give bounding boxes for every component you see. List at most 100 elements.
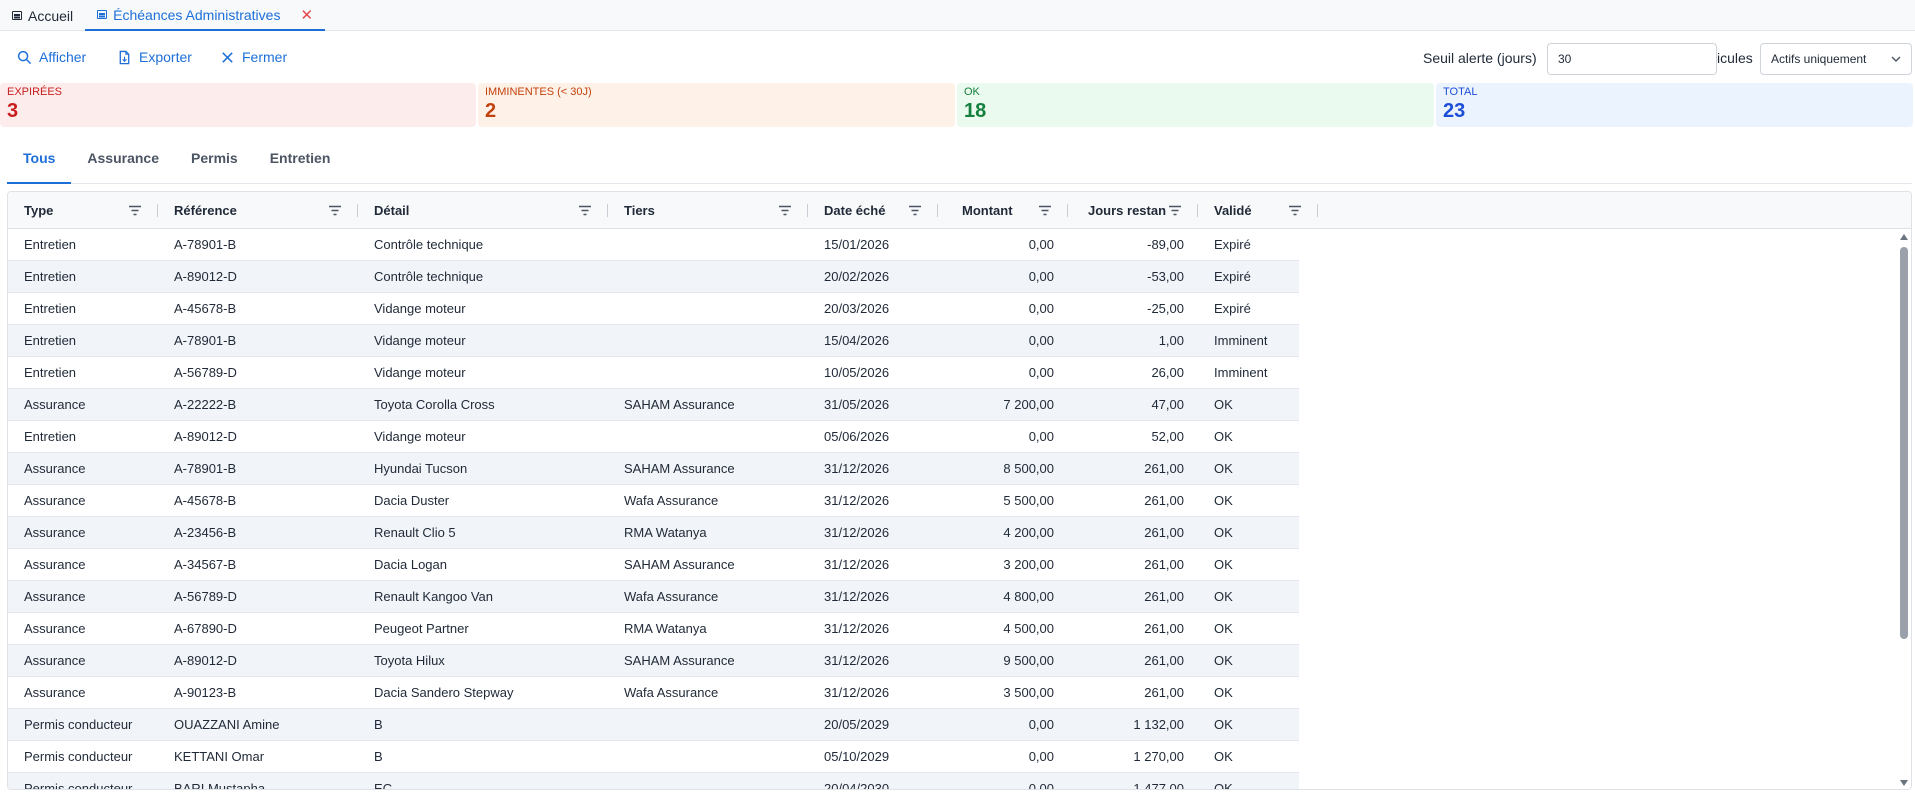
seuil-alerte-input[interactable] <box>1547 43 1717 75</box>
vehicules-selected-value: Actifs uniquement <box>1771 52 1867 66</box>
scroll-down-arrow[interactable] <box>1900 780 1908 786</box>
close-icon[interactable]: ✕ <box>300 6 314 24</box>
table-row[interactable]: Assurance A-67890-D Peugeot Partner RMA Wat… <box>8 613 1299 645</box>
cell-reference: A-78901-B <box>174 237 237 252</box>
tab-echeances[interactable]: Échéances Administratives ✕ <box>85 0 326 31</box>
cell-date-echeance: 20/05/2029 <box>824 717 890 732</box>
table-row[interactable]: Entretien A-89012-D Vidange moteur 05/06/20… <box>8 421 1299 453</box>
tab-entretien[interactable]: Entretien <box>269 150 331 166</box>
cell-valide: Expiré <box>1214 301 1251 316</box>
table-row[interactable]: Permis conducteur OUAZZANI Amine B 20/05/20… <box>8 709 1299 741</box>
column-resize-handle[interactable] <box>807 204 808 217</box>
column-header-montant[interactable]: Montant <box>938 192 1068 229</box>
column-header-label: Détail <box>374 203 410 218</box>
cell-tiers: RMA Watanya <box>624 525 707 540</box>
cell-date-echeance: 31/12/2026 <box>824 525 890 540</box>
column-header-date-echeance[interactable]: Date échéa… <box>808 192 938 229</box>
cell-jours-restants: 1 270,00 <box>1133 749 1184 764</box>
filter-icon[interactable] <box>328 205 342 216</box>
table-row[interactable]: Assurance A-90123-B Dacia Sandero Stepway W… <box>8 677 1299 709</box>
scroll-thumb[interactable] <box>1900 247 1908 639</box>
cell-reference: A-78901-B <box>174 461 237 476</box>
table-row[interactable]: Entretien A-78901-B Vidange moteur 15/04/20… <box>8 325 1299 357</box>
cell-jours-restants: 52,00 <box>1151 429 1184 444</box>
table-row[interactable]: Entretien A-56789-D Vidange moteur 10/05/20… <box>8 357 1299 389</box>
column-resize-handle[interactable] <box>1317 204 1318 217</box>
afficher-button[interactable]: Afficher <box>17 49 86 65</box>
cell-type: Entretien <box>24 365 77 380</box>
table-row[interactable]: Entretien A-78901-B Contrôle technique 15/0… <box>8 229 1299 261</box>
tab-accueil[interactable]: Accueil <box>0 0 85 31</box>
cell-valide: OK <box>1214 749 1233 764</box>
tab-bar: Accueil Échéances Administratives ✕ <box>0 0 1915 31</box>
column-resize-handle[interactable] <box>937 204 938 217</box>
cell-reference: A-23456-B <box>174 525 237 540</box>
column-resize-handle[interactable] <box>1067 204 1068 217</box>
column-header-valide[interactable]: Validé <box>1198 192 1318 229</box>
cell-montant: 0,00 <box>1028 749 1054 764</box>
cell-detail: Toyota Hilux <box>374 653 445 668</box>
column-header-jours-restants[interactable]: Jours restants <box>1068 192 1198 229</box>
table-row[interactable]: Entretien A-45678-B Vidange moteur 20/03/20… <box>8 293 1299 325</box>
filter-icon[interactable] <box>578 205 592 216</box>
vertical-scrollbar[interactable] <box>1897 229 1911 789</box>
seuil-alerte-label: Seuil alerte (jours) <box>1423 50 1537 66</box>
column-header-type[interactable]: Type <box>8 192 158 229</box>
column-header-detail[interactable]: Détail <box>358 192 608 229</box>
column-resize-handle[interactable] <box>357 204 358 217</box>
cell-reference: A-56789-D <box>174 365 237 380</box>
cell-jours-restants: 47,00 <box>1151 397 1184 412</box>
table-row[interactable]: Permis conducteur BARI Mustapha EC 20/04/20… <box>8 773 1299 789</box>
column-resize-handle[interactable] <box>157 204 158 217</box>
table-row[interactable]: Permis conducteur KETTANI Omar B 05/10/2029… <box>8 741 1299 773</box>
table-row[interactable]: Assurance A-23456-B Renault Clio 5 RMA Wata… <box>8 517 1299 549</box>
cell-tiers: Wafa Assurance <box>624 589 719 604</box>
cell-date-echeance: 31/12/2026 <box>824 653 890 668</box>
cell-jours-restants: -25,00 <box>1147 301 1184 316</box>
table-row[interactable]: Assurance A-34567-B Dacia Logan SAHAM Assur… <box>8 549 1299 581</box>
cell-date-echeance: 31/12/2026 <box>824 557 890 572</box>
cell-jours-restants: 26,00 <box>1151 365 1184 380</box>
cell-date-echeance: 31/12/2026 <box>824 621 890 636</box>
table-row[interactable]: Assurance A-89012-D Toyota Hilux SAHAM Assu… <box>8 645 1299 677</box>
cell-montant: 0,00 <box>1028 333 1054 348</box>
cell-date-echeance: 15/01/2026 <box>824 237 890 252</box>
exporter-button[interactable]: Exporter <box>117 49 192 65</box>
filter-icon[interactable] <box>778 205 792 216</box>
tab-tous[interactable]: Tous <box>7 140 72 184</box>
cell-reference: A-78901-B <box>174 333 237 348</box>
cell-type: Permis conducteur <box>24 717 133 732</box>
column-header-label: Tiers <box>624 203 655 218</box>
cell-montant: 0,00 <box>1028 429 1054 444</box>
scroll-up-arrow[interactable] <box>1900 234 1908 240</box>
cell-montant: 5 500,00 <box>1003 493 1054 508</box>
table-row[interactable]: Assurance A-56789-D Renault Kangoo Van Wafa… <box>8 581 1299 613</box>
fermer-button[interactable]: Fermer <box>220 49 287 65</box>
table-row[interactable]: Assurance A-78901-B Hyundai Tucson SAHAM As… <box>8 453 1299 485</box>
tab-assurance[interactable]: Assurance <box>87 150 159 166</box>
vehicules-select[interactable]: Actifs uniquement <box>1760 43 1912 75</box>
column-header-reference[interactable]: Référence <box>158 192 358 229</box>
column-header-tiers[interactable]: Tiers <box>608 192 808 229</box>
cell-type: Assurance <box>24 653 86 668</box>
cell-tiers <box>624 325 808 356</box>
cell-tiers: SAHAM Assurance <box>624 461 735 476</box>
filter-icon[interactable] <box>908 205 922 216</box>
grid-header: Type Référence Détail Tiers Date échéa… Monta… <box>8 192 1911 229</box>
column-resize-handle[interactable] <box>607 204 608 217</box>
filter-icon[interactable] <box>1288 205 1302 216</box>
table-row[interactable]: Assurance A-45678-B Dacia Duster Wafa Assur… <box>8 485 1299 517</box>
tab-permis[interactable]: Permis <box>191 150 238 166</box>
filter-icon[interactable] <box>1168 205 1182 216</box>
table-row[interactable]: Assurance A-22222-B Toyota Corolla Cross SA… <box>8 389 1299 421</box>
table-row[interactable]: Entretien A-89012-D Contrôle technique 20/0… <box>8 261 1299 293</box>
filter-icon[interactable] <box>128 205 142 216</box>
cell-valide: OK <box>1214 557 1233 572</box>
cell-date-echeance: 31/12/2026 <box>824 589 890 604</box>
cell-date-echeance: 05/06/2026 <box>824 429 890 444</box>
column-resize-handle[interactable] <box>1197 204 1198 217</box>
cell-tiers <box>624 229 808 260</box>
cell-tiers <box>624 709 808 740</box>
cell-date-echeance: 20/02/2026 <box>824 269 890 284</box>
filter-icon[interactable] <box>1038 205 1052 216</box>
